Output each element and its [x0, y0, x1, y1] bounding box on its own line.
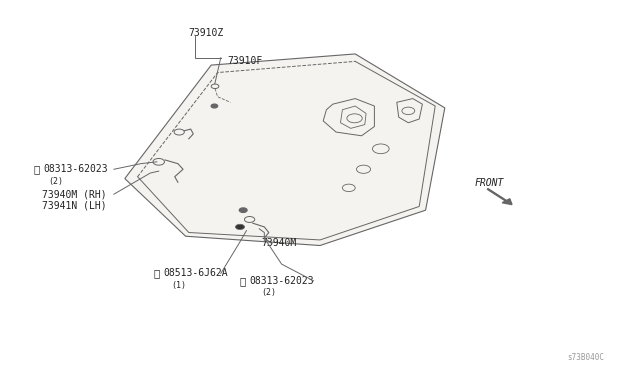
Circle shape	[236, 224, 244, 230]
Text: s73B040C: s73B040C	[567, 353, 604, 362]
Text: 73910Z: 73910Z	[189, 29, 224, 38]
Text: 73910F: 73910F	[227, 57, 262, 66]
FancyArrow shape	[487, 189, 512, 205]
Circle shape	[211, 104, 218, 108]
Text: 73940M (RH): 73940M (RH)	[42, 189, 106, 199]
Text: Ⓢ: Ⓢ	[33, 164, 40, 174]
Text: FRONT: FRONT	[475, 178, 504, 188]
Circle shape	[239, 208, 247, 212]
Text: (2): (2)	[48, 177, 63, 186]
Circle shape	[244, 217, 255, 222]
Circle shape	[174, 129, 184, 135]
Text: 08513-6J62A: 08513-6J62A	[163, 269, 228, 278]
Text: (1): (1)	[172, 281, 186, 290]
Text: 08313-62023: 08313-62023	[250, 276, 314, 286]
Text: Ⓢ: Ⓢ	[154, 269, 160, 278]
Polygon shape	[125, 54, 445, 246]
Text: 73941N (LH): 73941N (LH)	[42, 201, 106, 211]
Text: Ⓢ: Ⓢ	[240, 276, 246, 286]
Text: 73940M: 73940M	[261, 238, 296, 247]
Circle shape	[211, 84, 219, 89]
Text: (2): (2)	[261, 288, 276, 297]
Text: 08313-62023: 08313-62023	[44, 164, 108, 174]
Circle shape	[153, 158, 164, 165]
